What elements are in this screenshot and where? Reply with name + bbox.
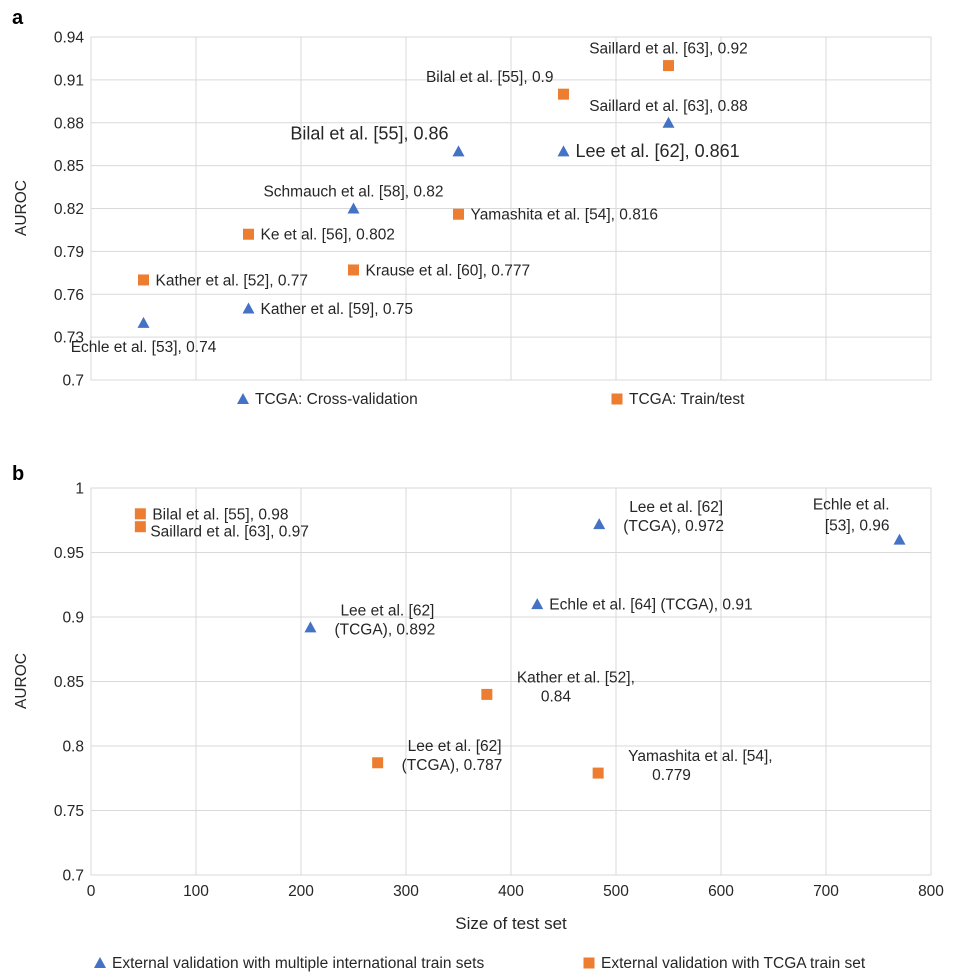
data-point-square [348,264,359,276]
data-label: Echle et al. [64] (TCGA), 0.91 [549,597,752,614]
data-label: Echle et al. [53], 0.96 [813,497,890,535]
x-axis-label: Size of test set [455,914,567,933]
data-point-triangle [452,145,465,157]
data-point-triangle [347,202,360,214]
plot-frame [90,487,932,876]
panel-label-a: a [12,7,24,29]
data-point-square [372,757,384,769]
data-label: Lee et al. [62] (TCGA), 0.787 [402,738,503,774]
legend-marker-square [611,393,623,405]
data-point-square [134,521,146,533]
x-tick-label: 200 [288,883,314,900]
y-tick-label: 0.82 [54,201,84,218]
legend-label: TCGA: Train/test [629,391,745,408]
data-point-triangle [893,533,906,545]
y-tick-label: 0.95 [54,545,84,562]
plot-frame [90,36,932,381]
y-tick-label: 0.8 [62,739,84,756]
x-tick-label: 800 [918,883,944,900]
data-label: Ke et al. [56], 0.802 [261,227,395,244]
data-point-square [134,508,146,520]
data-point-triangle [531,598,544,610]
y-tick-label: 1 [75,481,84,498]
data-label: Lee et al. [62], 0.861 [576,141,740,161]
panel-a-chart: a 0.94 0.91 0.88 0.85 0.82 0.79 0.76 0.73 0.7 AURO… [12,7,932,408]
y-tick-label: 0.9 [62,610,84,627]
x-tick-label: 0 [87,883,96,900]
y-tick-label: 0.7 [62,868,84,885]
x-tick-label: 500 [603,883,629,900]
y-axis-label: AUROC [13,653,30,709]
legend-marker-triangle [237,393,249,404]
data-point-square [138,274,149,286]
data-label: Yamashita et al. [54], 0.779 [628,748,772,784]
data-point-triangle [662,116,675,128]
data-point-square [592,767,604,779]
legend-marker-square [583,957,595,969]
legend-label: External validation with multiple intern… [112,955,484,972]
data-label: Kather et al. [59], 0.75 [261,301,414,318]
data-point-triangle [557,145,570,157]
y-tick-label: 0.73 [54,330,84,347]
x-tick-label: 300 [393,883,419,900]
data-label: Schmauch et al. [58], 0.82 [263,184,443,201]
legend-label: External validation with TCGA train set [601,955,866,972]
data-label: Bilal et al. [55], 0.98 [152,506,288,523]
data-label: Echle et al. [53], 0.74 [71,339,217,356]
legend-marker-triangle [94,957,106,968]
data-point-square [558,88,569,100]
data-label: Bilal et al. [55], 0.86 [290,123,448,143]
x-tick-label: 400 [498,883,524,900]
x-tick-label: 700 [813,883,839,900]
data-label: Saillard et al. [63], 0.97 [150,524,309,541]
y-axis-label: AUROC [13,180,30,236]
data-point-triangle [304,621,317,633]
data-label: Kather et al. [52], 0.77 [156,272,309,289]
data-point-triangle [242,302,255,314]
data-point-triangle [593,518,606,530]
y-tick-label: 0.79 [54,244,84,261]
y-tick-label: 0.75 [54,803,84,820]
data-point-square [481,688,493,700]
y-tick-label: 0.94 [54,30,85,47]
data-label: Lee et al. [62] (TCGA), 0.892 [334,602,435,638]
y-tick-label: 0.76 [54,287,84,304]
data-label: Saillard et al. [63], 0.88 [589,98,748,115]
data-point-square [453,208,464,220]
x-tick-label: 100 [183,883,209,900]
x-tick-label: 600 [708,883,734,900]
data-label: Kather et al. [52], 0.84 [517,669,635,705]
panel-label-b: b [12,463,24,485]
data-label: Lee et al. [62] (TCGA), 0.972 [623,499,724,535]
legend-label: TCGA: Cross-validation [255,391,418,408]
data-point-triangle [137,316,150,328]
y-tick-label: 0.85 [54,158,84,175]
panel-b-chart: b 1 0.95 0.9 0.85 0.8 0.75 0.70 100 200 300 400 500 6… [12,463,944,972]
data-point-square [663,60,674,72]
data-label: Krause et al. [60], 0.777 [366,262,531,279]
data-label: Bilal et al. [55], 0.9 [426,69,554,86]
y-tick-label: 0.7 [62,373,84,390]
y-tick-label: 0.91 [54,72,84,89]
y-tick-label: 0.85 [54,674,84,691]
data-point-square [243,228,254,240]
y-tick-label: 0.88 [54,115,84,132]
data-label: Saillard et al. [63], 0.92 [589,41,748,58]
data-label: Yamashita et al. [54], 0.816 [471,207,659,224]
